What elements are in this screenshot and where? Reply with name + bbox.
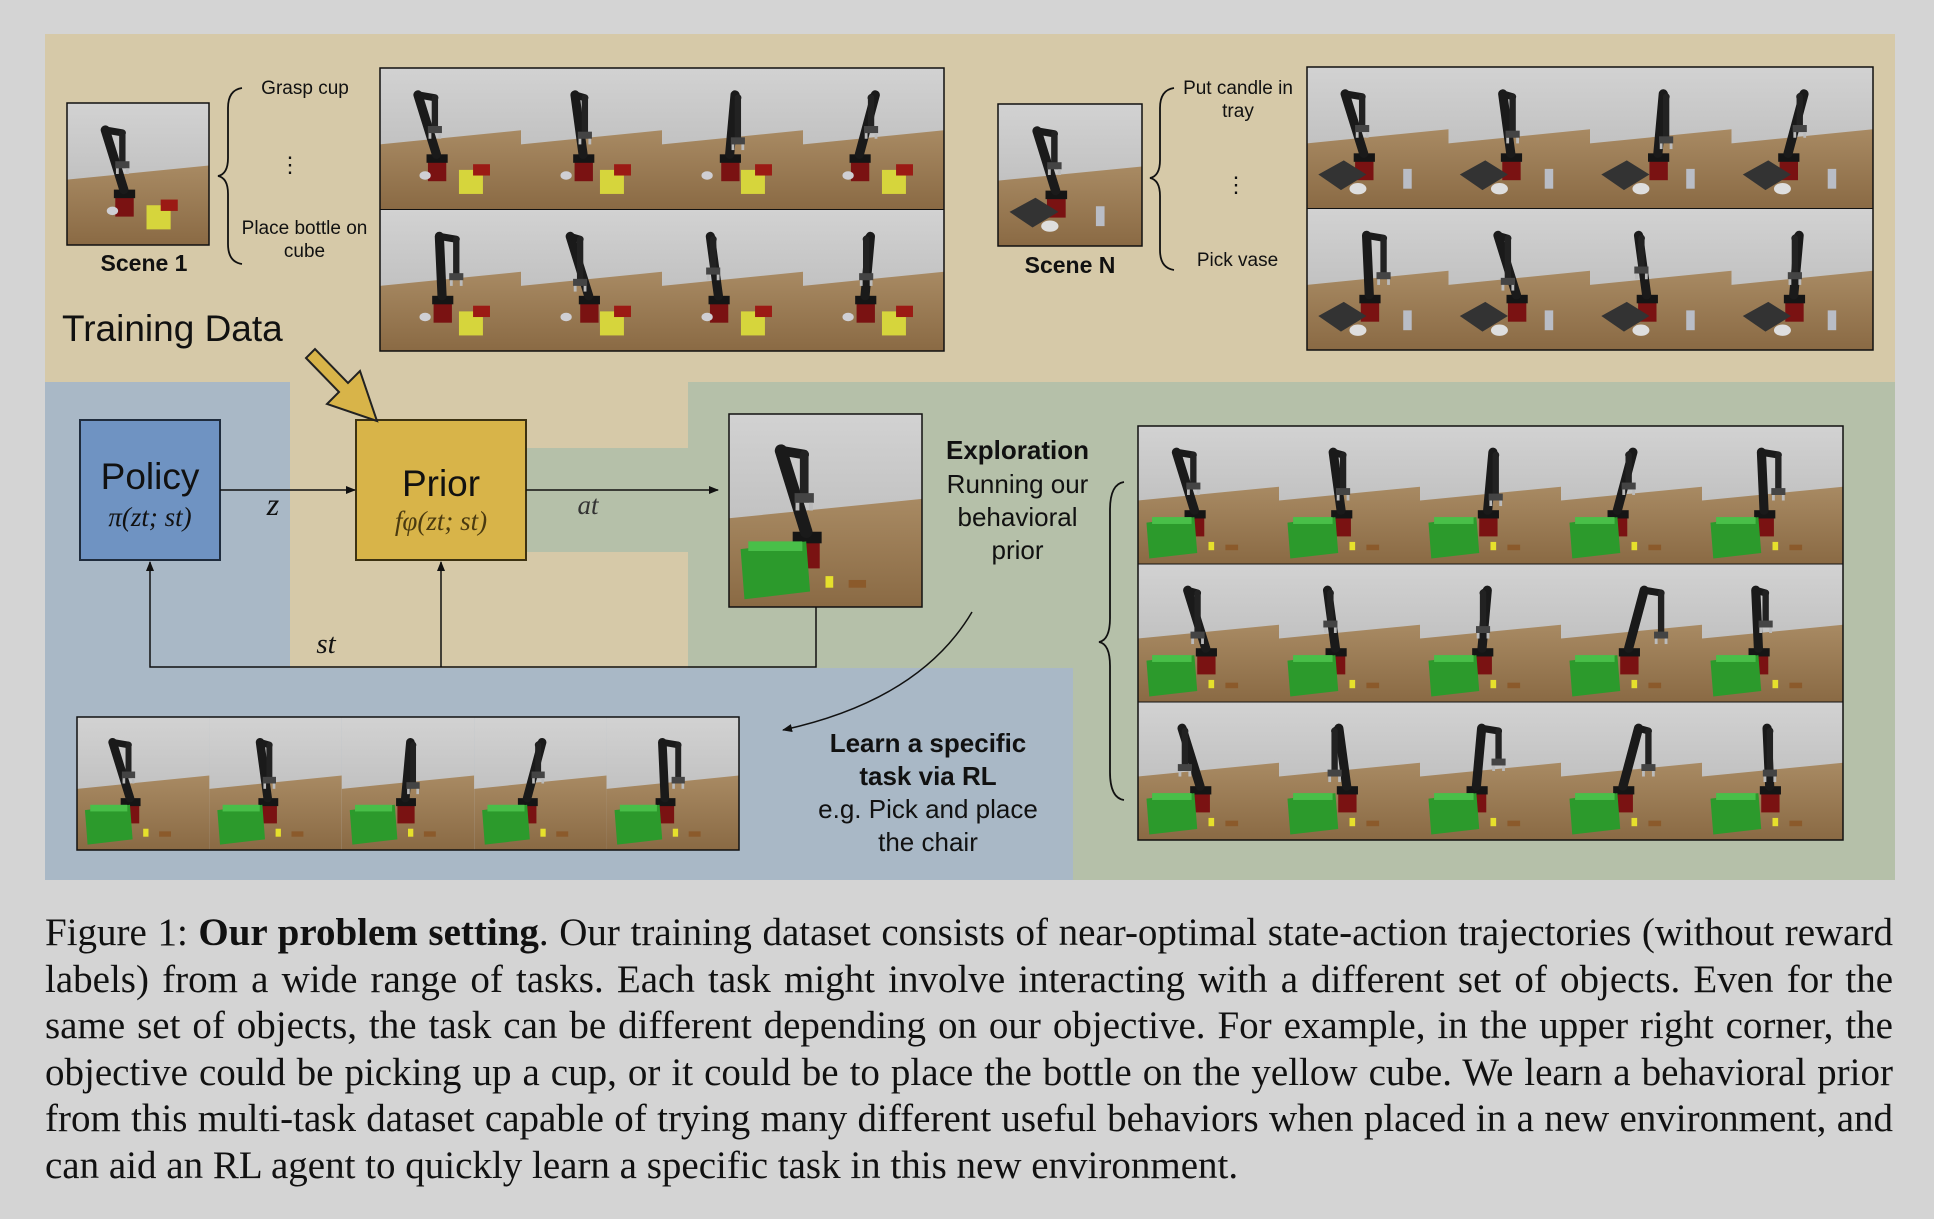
training-data-label: Training Data	[62, 308, 283, 349]
action-band	[527, 448, 688, 552]
robot-scene-frame	[1420, 426, 1561, 564]
robot-scene-frame	[998, 104, 1142, 246]
robot-scene-frame	[1307, 67, 1449, 209]
figure-caption: Figure 1: Our problem setting. Our train…	[45, 910, 1893, 1189]
robot-scene-frame	[380, 209, 521, 351]
robot-scene-frame	[1138, 702, 1279, 840]
scene-1-brace	[217, 87, 243, 265]
exploration-scene-image	[728, 413, 923, 608]
robot-scene-frame	[1279, 702, 1420, 840]
state-feedback-line	[146, 561, 817, 668]
robot-scene-frame	[341, 717, 475, 850]
robot-scene-frame	[1138, 426, 1279, 564]
robot-scene-frame	[521, 209, 662, 351]
robot-scene-frame	[209, 717, 342, 850]
robot-scene-frame	[606, 717, 739, 850]
robot-scene-frame	[662, 209, 803, 351]
robot-scene-frame	[1420, 702, 1561, 840]
scene-1-task-first: Grasp cup	[261, 78, 349, 99]
learned-task-trajectory	[76, 716, 740, 851]
prior-title: Prior	[401, 463, 481, 504]
robot-scene-frame	[1561, 564, 1702, 702]
robot-scene-frame	[1702, 426, 1843, 564]
policy-box	[79, 419, 221, 561]
robot-scene-frame	[1448, 208, 1590, 350]
prior-box	[355, 419, 527, 561]
caption-label: Figure 1:	[45, 911, 188, 954]
robot-scene-frame	[729, 414, 922, 607]
scene-1-trajectories	[379, 67, 945, 352]
caption-bold: Our problem setting	[198, 911, 539, 954]
robot-scene-frame	[1731, 208, 1873, 350]
exploration-trajectories	[1137, 425, 1844, 841]
scene-n-label: Scene N	[1024, 252, 1116, 278]
scene-1-label: Scene 1	[100, 250, 188, 276]
robot-scene-frame	[1561, 426, 1702, 564]
robot-scene-frame	[1138, 564, 1279, 702]
robot-scene-frame	[1561, 702, 1702, 840]
robot-scene-frame	[1731, 67, 1873, 209]
scene-1-task-ellipsis: ⋮	[279, 152, 301, 177]
learn-text: e.g. Pick and place the chair	[818, 794, 1038, 857]
scene-n-image	[997, 103, 1143, 247]
robot-scene-frame	[1448, 67, 1590, 209]
robot-scene-frame	[474, 717, 607, 850]
robot-scene-frame	[1279, 426, 1420, 564]
learn-title: Learn a specific task via RL	[829, 728, 1027, 791]
scene-n-task-ellipsis: ⋮	[1225, 172, 1247, 197]
scene-1-image	[66, 102, 210, 246]
scene-1-task-last: Place bottle on cube	[241, 218, 368, 262]
state-label: st	[316, 628, 336, 660]
robot-scene-frame	[521, 68, 662, 210]
caption-text: . Our training dataset consists of near-…	[45, 911, 1893, 1187]
robot-scene-frame	[1420, 564, 1561, 702]
scene-n-trajectories	[1306, 66, 1874, 351]
prior-formula: fφ(zt; st)	[394, 506, 488, 536]
policy-title: Policy	[100, 456, 200, 497]
robot-scene-frame	[662, 68, 803, 210]
robot-scene-frame	[803, 68, 944, 210]
robot-scene-frame	[67, 103, 209, 245]
robot-scene-frame	[803, 209, 944, 351]
robot-scene-frame	[1702, 564, 1843, 702]
exploration-text: Running our behavioral prior	[946, 469, 1089, 565]
robot-scene-frame	[1279, 564, 1420, 702]
scene-n-task-last: Pick vase	[1196, 250, 1279, 271]
robot-scene-frame	[77, 717, 210, 850]
exploration-title: Exploration	[945, 435, 1089, 465]
robot-scene-frame	[1590, 67, 1732, 209]
z-label: z	[266, 486, 280, 522]
policy-formula: π(zt; st)	[108, 502, 192, 532]
robot-scene-frame	[380, 68, 521, 210]
exploration-brace	[1098, 481, 1125, 801]
scene-n-task-first: Put candle in tray	[1183, 78, 1293, 122]
robot-scene-frame	[1590, 208, 1732, 350]
action-label: at	[577, 490, 599, 520]
training-to-prior-arrow	[304, 347, 379, 423]
robot-scene-frame	[1307, 208, 1449, 350]
exploration-to-learn-arrow	[782, 611, 973, 732]
scene-n-brace	[1149, 87, 1175, 271]
robot-scene-frame	[1702, 702, 1843, 840]
